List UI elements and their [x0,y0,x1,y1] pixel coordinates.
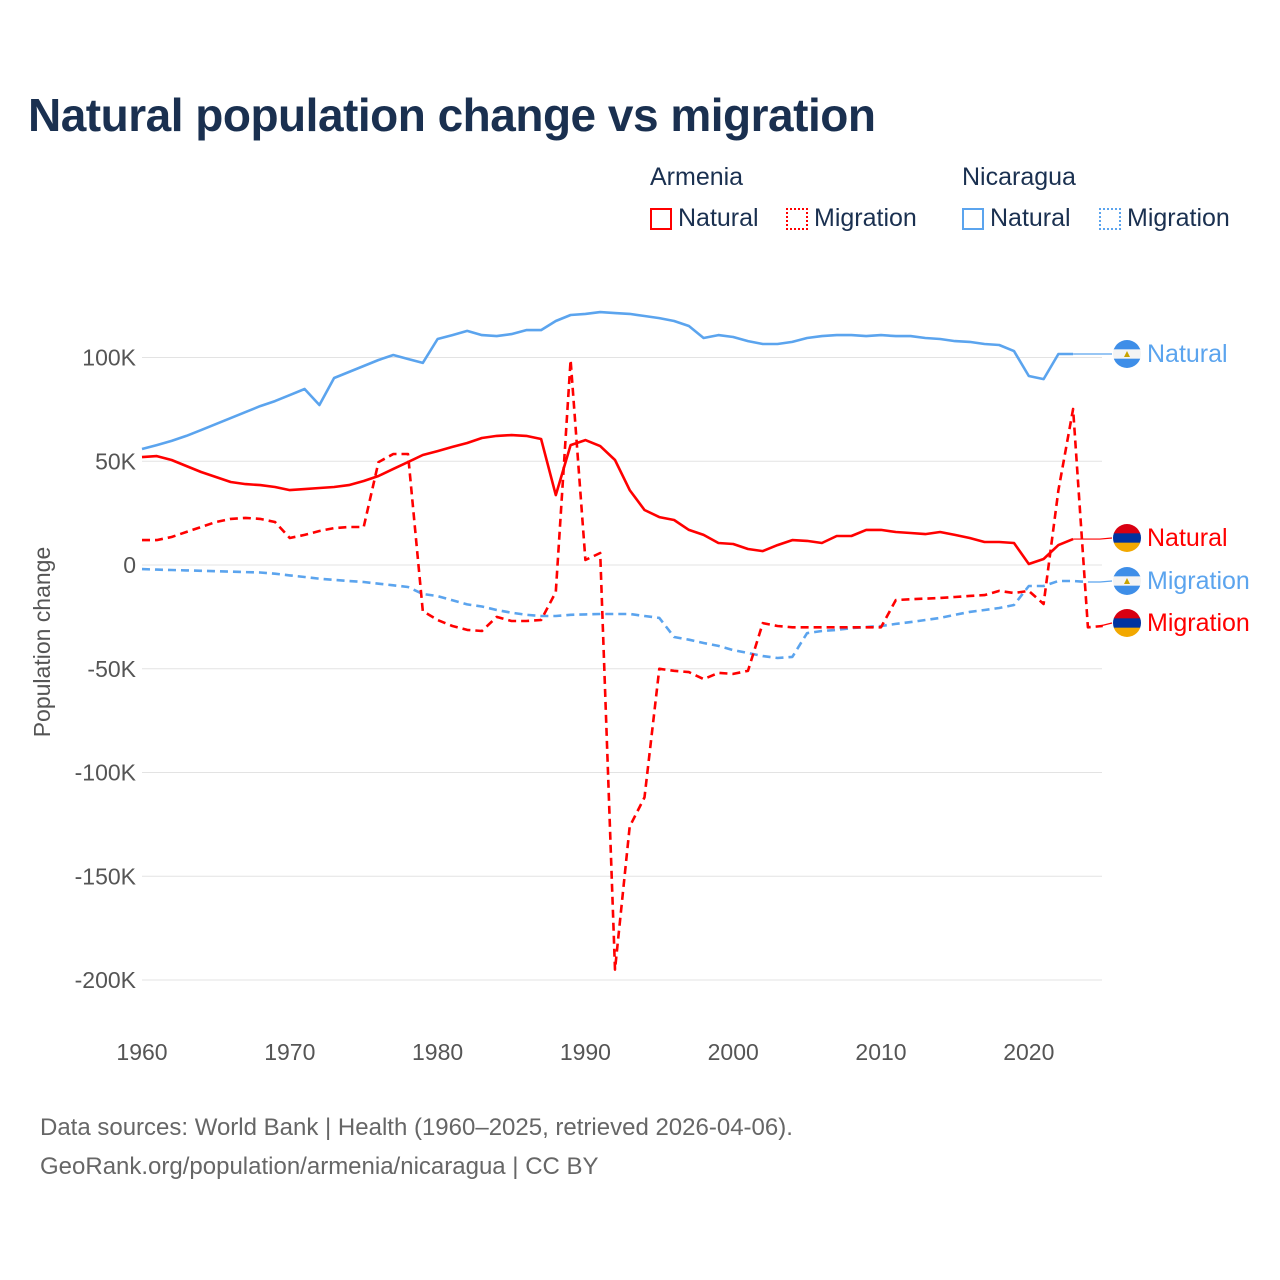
legend-label: Natural [990,204,1071,232]
legend-swatch-dotted-icon [786,207,808,230]
label-connector [1087,580,1113,583]
y-tick-label: -100K [75,760,137,786]
series-line-nicaragua-natural[interactable] [141,310,1074,451]
footer-link[interactable]: GeoRank.org/population/armenia/nicaragua… [40,1153,599,1180]
x-tick-label: 2020 [1003,1039,1054,1065]
y-axis-label: Population change [29,547,55,738]
y-tick-label: -150K [75,863,137,889]
x-tick-label: 1980 [412,1039,463,1065]
x-tick-label: 2000 [708,1039,759,1065]
y-tick-label: 50K [95,448,137,474]
legend-armenia-migration[interactable]: Migration [786,204,917,233]
x-tick-label: 1970 [264,1039,315,1065]
legend-nicaragua-migration[interactable]: Migration [1099,204,1230,233]
x-tick-label: 2010 [855,1039,906,1065]
legend-label: Natural [678,204,759,232]
nicaragua-flag-icon [1113,340,1141,368]
x-tick-label: 1960 [116,1039,167,1065]
end-label: Natural [1147,340,1228,368]
legend-swatch-solid-icon [962,207,984,230]
armenia-flag-icon [1113,524,1141,552]
y-tick-label: -50K [87,656,136,682]
y-tick-label: 0 [123,552,136,578]
end-label: Migration [1147,609,1250,637]
series-line-armenia-migration[interactable] [142,358,1103,971]
legend-swatch-dotted-icon [1099,207,1121,230]
label-connector [1073,537,1113,540]
end-label: Natural [1147,524,1228,552]
series-line-armenia-natural[interactable] [141,433,1074,566]
label-connector [1099,622,1113,627]
x-tick-label: 1990 [560,1039,611,1065]
chart-title: Natural population change vs migration [28,89,876,141]
legend-label: Migration [1127,204,1230,232]
end-label: Migration [1147,567,1250,595]
armenia-flag-icon [1113,609,1141,637]
legend-label: Migration [814,204,917,232]
nicaragua-flag-icon [1113,567,1141,595]
legend-armenia-natural[interactable]: Natural [650,204,759,233]
series-line-nicaragua-migration[interactable] [141,567,1088,660]
legend-swatch-solid-icon [650,207,672,230]
footer-sources: Data sources: World Bank | Health (1960–… [40,1114,793,1141]
footer: Data sources: World Bank | Health (1960–… [40,1108,793,1186]
legend-group-nicaragua: Nicaragua [962,163,1076,191]
legend-nicaragua-natural[interactable]: Natural [962,204,1071,233]
y-tick-label: 100K [82,345,136,371]
legend-group-armenia: Armenia [650,163,744,191]
y-tick-label: -200K [75,967,137,993]
